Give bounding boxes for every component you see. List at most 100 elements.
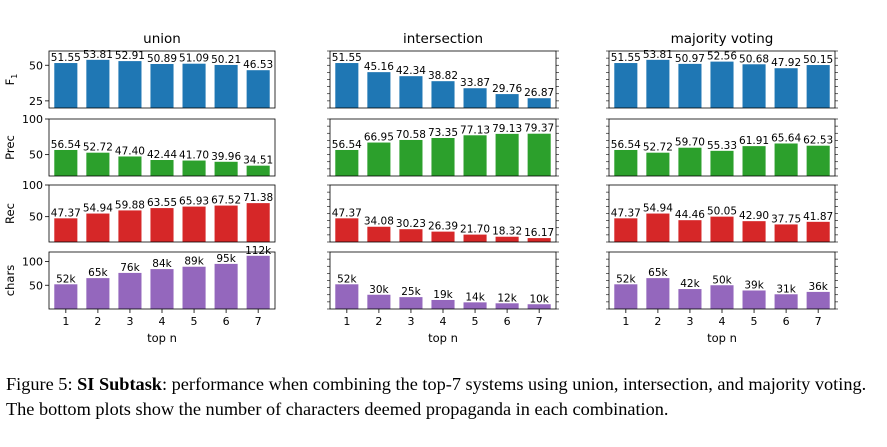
xtick-label-union-6: 6 xyxy=(223,315,230,328)
bar-prec-intersection-1 xyxy=(335,149,359,176)
data-label-rec-majority-voting-1: 47.37 xyxy=(611,207,641,219)
data-label-chars-union-1: 52k xyxy=(56,273,76,285)
data-label-rec-intersection-1: 47.37 xyxy=(332,207,362,219)
bar-f1-union-2 xyxy=(86,59,110,108)
bar-chars-majority-voting-5 xyxy=(742,290,766,309)
data-label-chars-intersection-7: 10k xyxy=(529,293,549,305)
ytick-label-rec-50: 50 xyxy=(29,211,43,224)
bar-chars-union-3 xyxy=(118,272,142,309)
ytick-label-chars-100: 100 xyxy=(22,256,43,269)
data-label-chars-majority-voting-6: 31k xyxy=(776,283,796,295)
bar-prec-union-4 xyxy=(150,160,174,176)
xtick-label-majority-voting-1: 1 xyxy=(622,315,629,328)
data-label-f1-majority-voting-5: 50.68 xyxy=(739,53,769,65)
xtick-label-majority-voting-5: 5 xyxy=(751,315,758,328)
data-label-prec-intersection-3: 70.58 xyxy=(396,129,426,141)
xtick-label-intersection-3: 3 xyxy=(407,315,414,328)
bar-rec-majority-voting-6 xyxy=(774,224,798,242)
xtick-label-union-5: 5 xyxy=(191,315,198,328)
bar-rec-intersection-3 xyxy=(399,229,423,242)
data-label-prec-union-2: 52.72 xyxy=(83,142,113,154)
data-label-prec-majority-voting-3: 59.70 xyxy=(675,137,705,149)
data-label-chars-majority-voting-4: 50k xyxy=(712,274,732,286)
bar-prec-union-2 xyxy=(86,152,110,176)
ytick-label-chars-50: 50 xyxy=(29,279,43,292)
bar-prec-union-3 xyxy=(118,156,142,176)
data-label-rec-intersection-2: 34.08 xyxy=(364,216,394,228)
figure-caption: Figure 5: SI Subtask: performance when c… xyxy=(6,372,882,422)
bar-rec-majority-voting-1 xyxy=(614,218,638,242)
data-label-f1-union-5: 51.09 xyxy=(179,53,209,65)
data-label-prec-majority-voting-7: 62.53 xyxy=(803,135,833,147)
xtick-label-union-2: 2 xyxy=(94,315,101,328)
x-axis-label-union: top n xyxy=(147,331,177,345)
data-label-chars-union-7: 112k xyxy=(245,245,272,257)
bar-prec-majority-voting-4 xyxy=(710,150,734,176)
bar-f1-union-7 xyxy=(246,70,270,108)
row-label-prec: Prec xyxy=(3,135,17,160)
data-label-rec-majority-voting-5: 42.90 xyxy=(739,210,769,222)
ytick-label-rec-100: 100 xyxy=(22,179,43,192)
bar-f1-majority-voting-1 xyxy=(614,63,638,108)
data-label-f1-union-3: 52.91 xyxy=(115,50,145,62)
bar-chars-union-5 xyxy=(182,266,206,309)
bar-prec-intersection-5 xyxy=(463,135,487,176)
bar-prec-intersection-2 xyxy=(367,142,391,176)
panel-frame-prec-intersection xyxy=(329,118,557,177)
xtick-label-union-4: 4 xyxy=(159,315,166,328)
bar-rec-majority-voting-7 xyxy=(806,221,830,242)
data-label-prec-intersection-5: 77.13 xyxy=(460,124,490,136)
data-label-f1-majority-voting-6: 47.92 xyxy=(771,57,801,69)
bar-chars-intersection-3 xyxy=(399,297,423,309)
data-label-chars-majority-voting-5: 39k xyxy=(744,279,764,291)
ytick-label-f1-50: 50 xyxy=(29,59,43,72)
data-label-f1-majority-voting-4: 52.56 xyxy=(707,51,737,63)
bar-chars-union-7 xyxy=(246,255,270,309)
data-label-prec-majority-voting-6: 65.64 xyxy=(771,132,801,144)
data-label-prec-union-7: 34.51 xyxy=(243,155,273,167)
data-label-prec-union-6: 39.96 xyxy=(211,151,241,163)
data-label-rec-majority-voting-4: 50.05 xyxy=(707,206,737,218)
bar-f1-intersection-3 xyxy=(399,76,423,108)
bar-prec-union-6 xyxy=(214,161,238,176)
panel-frame-f1-intersection xyxy=(329,50,557,109)
bar-rec-majority-voting-2 xyxy=(646,213,670,242)
data-label-chars-majority-voting-7: 36k xyxy=(808,281,828,293)
bar-chars-union-1 xyxy=(54,284,78,309)
xtick-label-majority-voting-4: 4 xyxy=(719,315,726,328)
bar-prec-majority-voting-5 xyxy=(742,146,766,176)
data-label-f1-intersection-6: 29.76 xyxy=(492,83,522,95)
bar-prec-majority-voting-2 xyxy=(646,152,670,176)
bar-chars-majority-voting-1 xyxy=(614,284,638,309)
xtick-label-union-1: 1 xyxy=(62,315,69,328)
data-label-prec-union-1: 56.54 xyxy=(51,139,81,151)
bar-f1-intersection-4 xyxy=(431,81,455,108)
data-label-chars-majority-voting-3: 42k xyxy=(680,278,700,290)
bar-rec-intersection-7 xyxy=(527,238,551,242)
column-title-intersection: intersection xyxy=(403,31,483,47)
xtick-label-intersection-6: 6 xyxy=(504,315,511,328)
bar-f1-majority-voting-5 xyxy=(742,64,766,108)
data-label-chars-union-4: 84k xyxy=(152,258,172,270)
bar-f1-intersection-2 xyxy=(367,72,391,108)
bar-rec-majority-voting-4 xyxy=(710,216,734,242)
bar-prec-intersection-7 xyxy=(527,133,551,176)
data-label-chars-intersection-4: 19k xyxy=(433,289,453,301)
data-label-rec-union-2: 54.94 xyxy=(83,203,113,215)
bar-rec-union-7 xyxy=(246,203,270,242)
bar-chars-majority-voting-6 xyxy=(774,294,798,309)
data-label-rec-intersection-3: 30.23 xyxy=(396,218,426,230)
data-label-f1-majority-voting-7: 50.15 xyxy=(803,54,833,66)
data-label-f1-majority-voting-3: 50.97 xyxy=(675,53,705,65)
data-label-chars-majority-voting-1: 52k xyxy=(616,273,636,285)
x-axis-label-intersection: top n xyxy=(428,331,458,345)
bar-prec-union-5 xyxy=(182,160,206,176)
bar-prec-majority-voting-1 xyxy=(614,149,638,176)
row-label-f1: F1 xyxy=(3,74,19,86)
data-label-prec-intersection-2: 66.95 xyxy=(364,132,394,144)
data-label-chars-union-3: 76k xyxy=(120,262,140,274)
data-label-f1-union-1: 51.55 xyxy=(51,52,81,64)
bar-chars-intersection-7 xyxy=(527,304,551,309)
bar-chars-intersection-4 xyxy=(431,299,455,309)
